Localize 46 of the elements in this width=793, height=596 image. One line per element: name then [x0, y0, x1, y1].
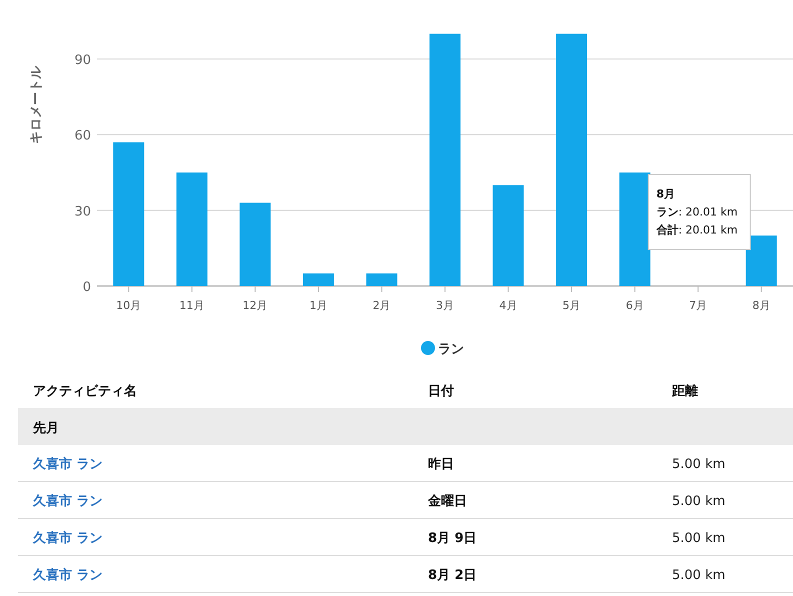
x-tick-label: 10月: [116, 299, 142, 312]
text: 久喜市 ラン: [32, 493, 103, 509]
bar: [430, 34, 460, 286]
bar: [746, 236, 777, 286]
text: 距離: [671, 384, 698, 399]
x-tick-label: 11月: [179, 299, 204, 312]
y-tick-label: 90: [74, 53, 91, 68]
legend-label: ラン: [438, 342, 464, 357]
text: アクティビティ名: [33, 384, 137, 399]
text: 先月: [32, 421, 59, 436]
text: 8月 9日: [428, 531, 477, 546]
x-tick-label: 4月: [499, 299, 518, 312]
x-tick-label: 2月: [372, 299, 391, 312]
bar: [302, 273, 334, 286]
annotation: ラン: 20.01 km: [656, 206, 738, 219]
bar: [240, 202, 271, 286]
text: 昨日: [428, 457, 454, 472]
x-tick-label: 6月: [626, 299, 644, 312]
text: 久喜市 ラン: [32, 567, 103, 583]
x-tick-label: 8月: [752, 299, 770, 312]
bar: [113, 142, 144, 286]
y-axis-title: キロメートル: [29, 64, 44, 144]
text: 8月 2日: [428, 568, 477, 583]
text: 久喜市 ラン: [32, 456, 103, 472]
y-tick-label: 60: [74, 128, 91, 144]
text: 久喜市 ラン: [32, 530, 103, 546]
annotation: 合計: 20.01 km: [655, 224, 738, 237]
text: 5.00 km: [672, 568, 726, 583]
text: 5.00 km: [672, 531, 726, 546]
bar: [556, 34, 588, 286]
x-tick-label: 12月: [242, 299, 268, 312]
bar: [366, 273, 398, 286]
x-tick-label: 3月: [436, 299, 454, 312]
annotation: 8月: [656, 188, 676, 201]
text: 日付: [428, 384, 454, 399]
bar: [619, 172, 650, 286]
text: 金曜日: [427, 494, 467, 509]
bar: [176, 172, 208, 286]
bar: [492, 185, 524, 286]
text: 5.00 km: [672, 457, 726, 472]
x-tick-label: 5月: [562, 299, 581, 312]
y-tick-label: 0: [82, 280, 91, 295]
text: 5.00 km: [672, 494, 726, 509]
y-tick-label: 30: [74, 204, 91, 220]
x-tick-label: 7月: [689, 299, 708, 312]
x-tick-label: 1月: [309, 299, 328, 312]
